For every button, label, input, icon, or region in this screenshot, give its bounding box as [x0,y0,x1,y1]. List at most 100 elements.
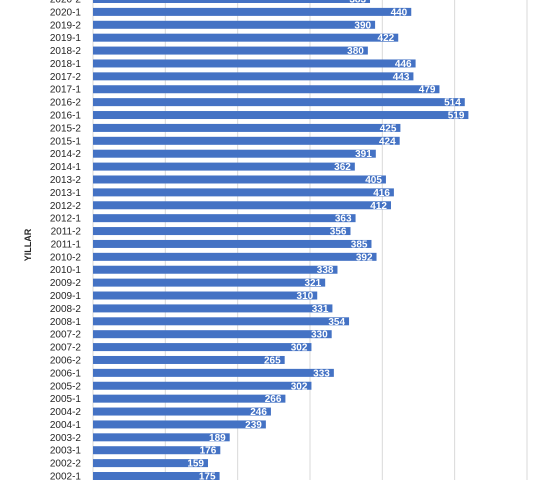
y-tick-label: 2005-2 [50,381,82,392]
data-label: 422 [378,33,395,44]
data-label: 385 [351,239,368,250]
y-tick-label: 2012-2 [50,201,82,212]
bar [93,368,334,377]
y-tick-label: 2017-1 [50,85,82,96]
bar [93,227,351,236]
y-tick-label: 2008-2 [50,304,82,315]
bar [93,20,376,29]
y-tick-label: 2003-2 [50,433,82,444]
bar [93,381,312,390]
bar [93,85,440,94]
bar [93,265,338,274]
data-label: 405 [365,175,382,186]
bar [93,239,372,248]
data-label: 446 [395,59,412,70]
data-label: 302 [291,381,308,392]
data-label: 363 [335,214,352,225]
y-tick-label: 2018-2 [50,46,82,57]
bar [93,214,356,223]
y-tick-label: 2019-1 [50,33,82,44]
y-tick-label: 2004-2 [50,407,82,418]
data-label: 176 [200,446,217,457]
bar [93,317,350,326]
bar [93,330,332,339]
bar [93,252,377,261]
data-label: 390 [354,20,371,31]
y-tick-label: 2019-2 [50,20,82,31]
data-label: 416 [373,188,390,199]
bar [93,162,355,171]
bar [93,0,371,3]
bar [93,149,376,158]
bar [93,459,209,468]
data-label: 302 [291,343,308,354]
y-tick-label: 2016-2 [50,98,82,109]
bar-layer [93,0,469,480]
data-label: 424 [379,136,396,147]
data-label: 265 [264,355,281,366]
data-label: 266 [265,394,282,405]
y-tick-label: 2014-2 [50,149,82,160]
y-tick-label: 2004-1 [50,420,82,431]
bar [93,407,271,416]
y-tick-label: 2007-2 [50,343,82,354]
y-tick-label: 2010-1 [50,265,82,276]
y-tick-label: 2017-2 [50,72,82,83]
y-tick-label: 2006-2 [50,355,82,366]
y-tick-label: 2008-1 [50,317,82,328]
y-tick-label: 2011-2 [51,227,82,238]
y-tick-label: 2018-1 [50,59,82,70]
y-tick-label: 2020-2 [50,0,82,6]
bar [93,175,386,184]
y-tick-label: 2013-1 [50,188,82,199]
bar [93,98,465,107]
y-tick-label: 2005-1 [50,394,82,405]
y-axis-title: YILLAR [23,228,33,261]
data-label: 189 [209,433,226,444]
bar [93,304,333,313]
bar [93,111,469,120]
data-label: 310 [297,291,314,302]
y-tick-label: 2009-2 [50,278,82,289]
bar [93,278,326,287]
value-label-layer: 383 440 390 422 380 446 443 479 514 519 425 424 391 3… [187,0,465,480]
bar [93,433,230,442]
y-tick-label: 2011-1 [51,239,82,250]
data-label: 330 [311,330,328,341]
bar [93,420,266,429]
bar [93,136,400,145]
y-tick-label: 2009-1 [50,291,82,302]
bar [93,7,412,16]
y-tick-label: 2015-2 [50,123,82,134]
y-tick-label: 2007-2 [50,330,82,341]
bar [93,446,221,455]
data-label: 380 [347,46,364,57]
data-label: 175 [199,472,216,480]
data-label: 159 [187,459,204,470]
data-label: 519 [448,111,465,122]
y-tick-label: 2015-1 [50,136,82,147]
y-tick-label: 2020-1 [50,7,82,18]
data-label: 391 [355,149,372,160]
y-tick-label: 2012-1 [50,214,82,225]
bar [93,355,285,364]
bar [93,472,220,480]
bar [93,188,394,197]
data-label: 514 [444,98,461,109]
data-label: 383 [349,0,366,6]
data-label: 331 [312,304,329,315]
bar [93,59,416,68]
bar [93,394,286,403]
data-label: 443 [393,72,410,83]
data-label: 440 [391,7,408,18]
bar [93,72,414,81]
data-label: 239 [245,420,262,431]
bar [93,46,368,55]
data-label: 246 [250,407,267,418]
bar [93,291,318,300]
y-tick-label: 2003-1 [50,446,82,457]
data-label: 333 [313,368,330,379]
bar [93,201,391,210]
